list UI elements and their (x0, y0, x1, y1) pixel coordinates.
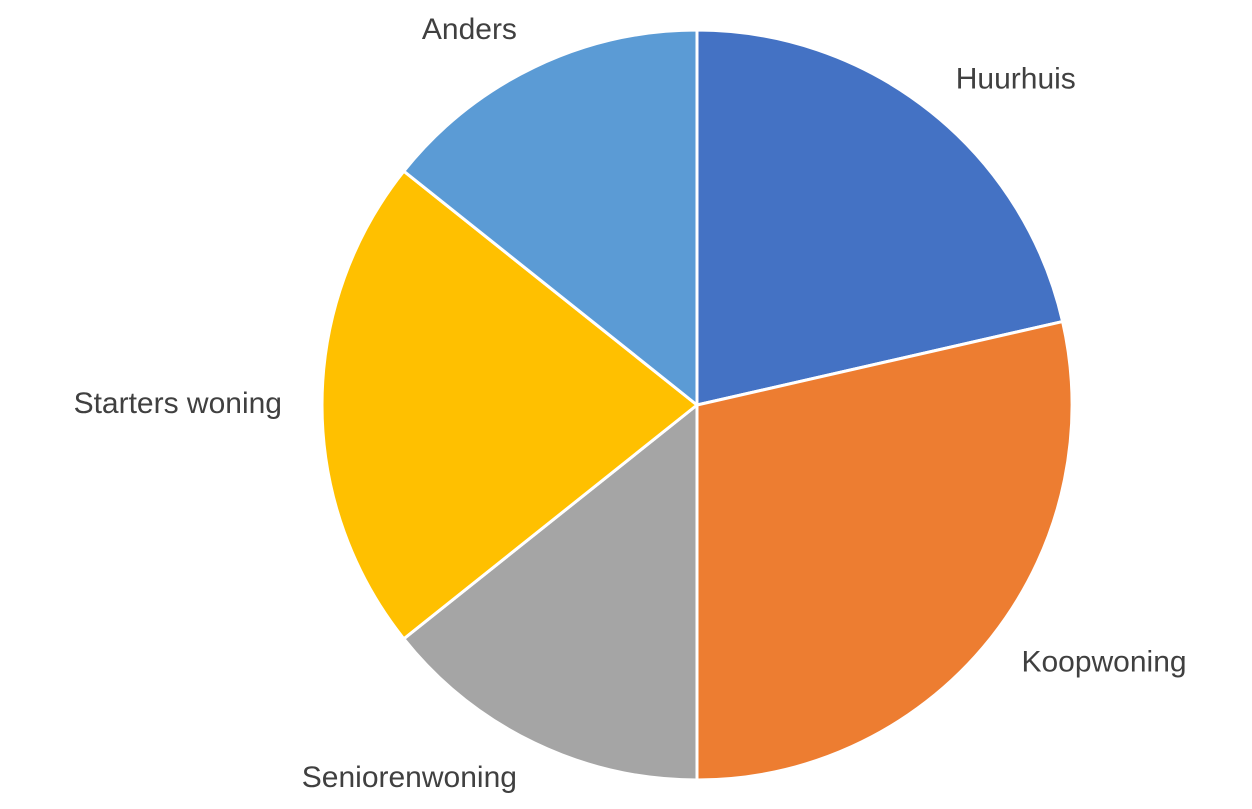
slice-label: Anders (422, 13, 517, 46)
pie-slice (320, 169, 700, 641)
slice-label: Seniorenwoning (302, 761, 517, 794)
pie-slice (695, 28, 1065, 407)
pie-slice (695, 319, 1074, 782)
slice-label: Starters woning (74, 387, 282, 420)
pie-slice (401, 28, 699, 409)
slice-label: Koopwoning (1021, 646, 1186, 679)
pie-slice (401, 401, 699, 782)
slice-label: Huurhuis (956, 62, 1076, 95)
